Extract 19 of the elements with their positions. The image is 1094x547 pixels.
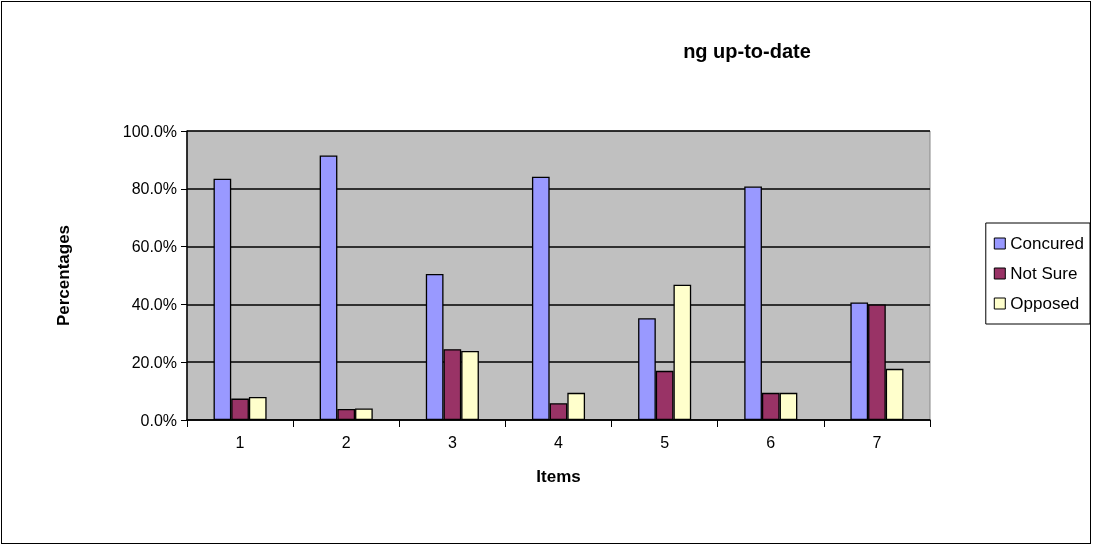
y-axis-title: Percentages — [54, 224, 73, 327]
x-tick-label: 4 — [554, 433, 564, 451]
legend-label: Concured — [1010, 234, 1085, 253]
x-tick-label: 2 — [341, 433, 351, 451]
legend-label: Not Sure — [1010, 264, 1078, 283]
x-tick-label: 6 — [766, 433, 776, 451]
x-tick-label: 1 — [235, 433, 245, 451]
y-tick-label: 60.0% — [131, 238, 177, 256]
x-axis-title: Items — [536, 467, 581, 486]
x-tick-label: 3 — [447, 433, 457, 451]
x-tick-label: 7 — [872, 433, 882, 451]
y-tick-label: 80.0% — [131, 180, 177, 198]
y-tick-label: 0.0% — [140, 411, 177, 429]
x-tick-label: 5 — [660, 433, 670, 451]
y-tick-label: 100.0% — [122, 122, 177, 140]
legend-label: Opposed — [1010, 294, 1080, 313]
y-tick-label: 20.0% — [131, 353, 177, 371]
y-tick-label: 40.0% — [131, 295, 177, 313]
chart-title: ng up-to-date — [683, 40, 811, 62]
